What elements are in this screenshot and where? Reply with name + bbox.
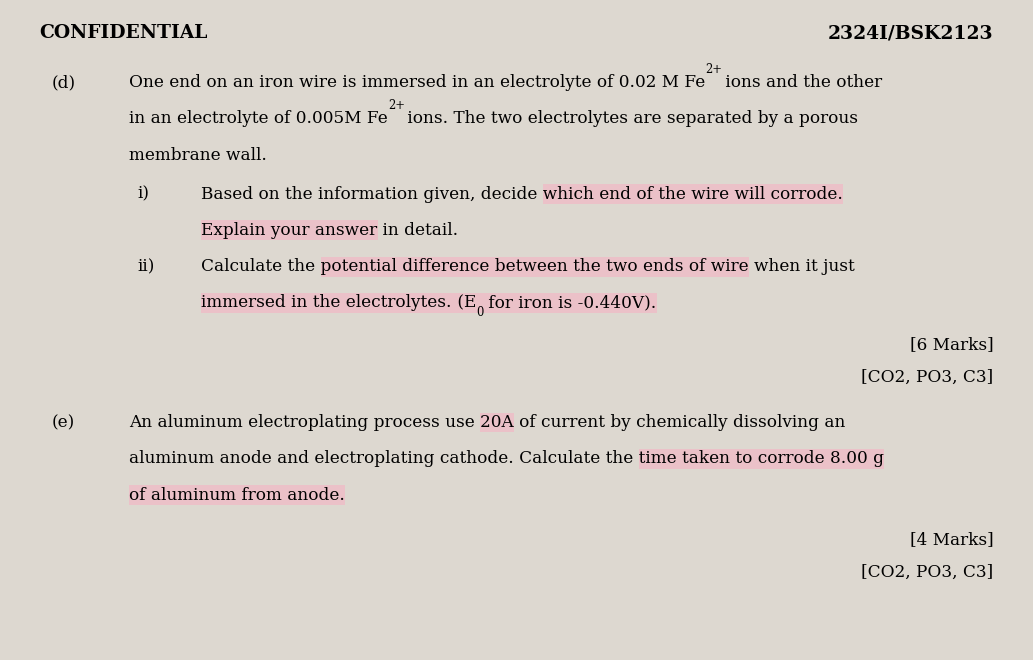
Text: (E: (E	[451, 294, 476, 312]
Text: Calculate the potential difference between the two ends of wire when it just: Calculate the potential difference betwe…	[201, 258, 855, 275]
Bar	[129, 485, 345, 505]
Bar	[480, 412, 513, 432]
Text: in an electrolyte of 0.005M Fe: in an electrolyte of 0.005M Fe	[129, 110, 387, 127]
Text: of aluminum from anode.: of aluminum from anode.	[129, 486, 345, 504]
Bar	[321, 257, 749, 277]
Text: One end on an iron wire is immersed in an electrolyte of 0.02 M Fe: One end on an iron wire is immersed in a…	[129, 74, 706, 91]
Text: [4 Marks]: [4 Marks]	[910, 531, 994, 548]
Text: Based on the information given, decide which end of the wire will corrode.: Based on the information given, decide w…	[201, 185, 843, 203]
Text: (e): (e)	[52, 414, 75, 431]
Text: 2324I/BSK2123: 2324I/BSK2123	[828, 24, 994, 42]
Text: aluminum anode and electroplating cathode. Calculate the time taken to corrode 8: aluminum anode and electroplating cathod…	[129, 450, 884, 467]
Text: CONFIDENTIAL: CONFIDENTIAL	[39, 24, 208, 42]
Text: ions and the other: ions and the other	[720, 74, 882, 91]
Text: for iron is -0.440V).: for iron is -0.440V).	[482, 294, 656, 312]
Text: membrane wall.: membrane wall.	[129, 147, 267, 164]
Text: 0: 0	[476, 306, 483, 319]
Bar	[543, 184, 843, 204]
Text: Explain your answer in detail.: Explain your answer in detail.	[201, 222, 459, 239]
Text: ions. The two electrolytes are separated by a porous: ions. The two electrolytes are separated…	[402, 110, 858, 127]
Bar	[638, 449, 884, 469]
Text: 2+: 2+	[706, 63, 722, 76]
Bar	[201, 220, 377, 240]
Text: i): i)	[137, 185, 150, 203]
Text: 2+: 2+	[387, 99, 405, 112]
Text: ii): ii)	[137, 258, 155, 275]
Text: [6 Marks]: [6 Marks]	[910, 336, 994, 353]
Text: [CO2, PO3, C3]: [CO2, PO3, C3]	[862, 564, 994, 581]
Text: (d): (d)	[52, 74, 75, 91]
Text: immersed in the electrolytes.: immersed in the electrolytes.	[201, 294, 451, 312]
Text: An aluminum electroplating process use 20A of current by chemically dissolving a: An aluminum electroplating process use 2…	[129, 414, 845, 431]
Text: [CO2, PO3, C3]: [CO2, PO3, C3]	[862, 369, 994, 386]
Bar	[201, 293, 657, 313]
